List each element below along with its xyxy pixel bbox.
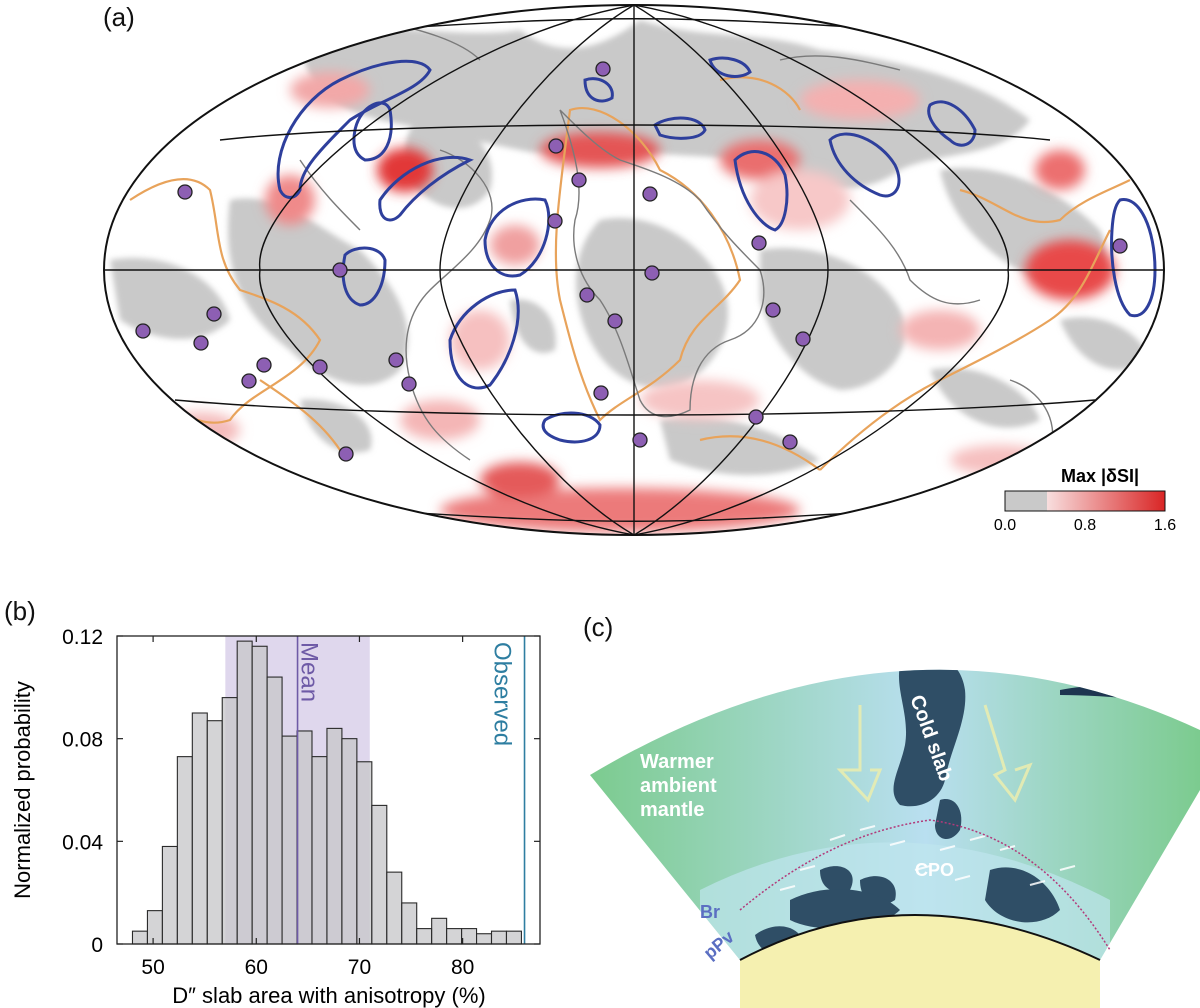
cold-slab xyxy=(893,669,966,807)
station-marker xyxy=(642,186,658,202)
y-tick-label: 0 xyxy=(91,934,103,957)
histogram-bar xyxy=(191,712,208,945)
station-marker xyxy=(751,235,767,251)
histogram-bar xyxy=(236,640,253,945)
station-marker xyxy=(177,184,193,200)
histogram-bar xyxy=(356,761,373,945)
y-tick-label: 0.08 xyxy=(62,729,103,752)
mantle-schematic: Cold slab Warmer ambient mantle CPO Br p… xyxy=(590,669,1200,1008)
station-marker xyxy=(312,359,328,375)
observed-annotation: Observed xyxy=(489,642,516,746)
station-marker xyxy=(765,302,781,318)
panel-c-label: (c) xyxy=(583,612,614,642)
colorbar-title: Max |δSI| xyxy=(1061,466,1139,486)
station-marker xyxy=(401,376,417,392)
mean-annotation: Mean xyxy=(296,642,323,702)
plot-frame xyxy=(116,635,541,945)
histogram-bar xyxy=(206,720,223,945)
histogram-bar xyxy=(176,756,193,945)
station-marker xyxy=(595,61,611,77)
y-tick-label: 0.04 xyxy=(62,831,103,854)
histogram-bar xyxy=(281,735,298,945)
histogram-bar xyxy=(221,697,238,945)
histogram-bar xyxy=(446,928,463,945)
histogram-bar xyxy=(326,727,343,945)
station-marker xyxy=(338,446,354,462)
cpo-fabric xyxy=(779,825,1076,891)
histogram-bar xyxy=(251,645,268,945)
station-marker xyxy=(332,262,348,278)
colorbar-tick: 0.8 xyxy=(1074,517,1096,534)
slab-blob xyxy=(985,867,1060,923)
histogram-bar xyxy=(296,730,313,945)
ambient-label-3: mantle xyxy=(640,799,704,821)
station-marker xyxy=(547,213,563,229)
cpo-label: CPO xyxy=(915,860,954,880)
station-marker xyxy=(241,373,257,389)
station-marker xyxy=(571,172,587,188)
station-marker xyxy=(795,331,811,347)
x-tick-label: 70 xyxy=(348,956,371,979)
x-axis-label: D″ slab area with anisotropy (%) xyxy=(172,983,485,1008)
flow-arrows xyxy=(836,704,1033,803)
station-marker xyxy=(632,432,648,448)
low-anisotropy-regions xyxy=(110,20,1150,475)
station-marker xyxy=(548,138,564,154)
station-marker xyxy=(388,352,404,368)
colorbar: Max |δSI| 0.0 0.8 1.6 xyxy=(994,466,1176,534)
ambient-label-1: Warmer xyxy=(640,751,714,773)
panel-b-label: (b) xyxy=(4,596,36,626)
station-marker xyxy=(748,409,764,425)
station-marker xyxy=(1112,238,1128,254)
station-marker xyxy=(782,434,798,450)
colorbar-tick: 0.0 xyxy=(994,517,1016,534)
x-tick-label: 60 xyxy=(245,956,268,979)
x-tick-label: 50 xyxy=(141,956,164,979)
histogram-bar xyxy=(266,676,283,945)
slab-blob xyxy=(935,799,962,840)
panel-a-label: (a) xyxy=(103,2,135,32)
histogram-bar xyxy=(371,804,388,945)
histogram-bar xyxy=(341,738,358,945)
station-marker xyxy=(256,357,272,373)
station-marker xyxy=(135,323,151,339)
histogram-bar xyxy=(386,871,403,945)
graticule xyxy=(104,5,1164,535)
histogram-bar xyxy=(131,930,148,945)
histogram-bar xyxy=(161,845,178,945)
station-marker xyxy=(644,265,660,281)
histogram-bar xyxy=(475,933,493,945)
llsvp-outlines xyxy=(129,76,1131,471)
histogram-bar xyxy=(490,930,508,945)
ambient-label-2: ambient xyxy=(640,775,717,797)
histogram-bar xyxy=(416,928,433,945)
station-marker xyxy=(206,306,222,322)
y-axis-label: Normalized probability xyxy=(10,681,35,899)
station-marker xyxy=(593,385,609,401)
station-marker xyxy=(193,335,209,351)
slab-outlines xyxy=(276,56,1157,444)
histogram-bar xyxy=(431,917,448,945)
y-tick-label: 0.12 xyxy=(62,626,103,649)
br-label: Br xyxy=(700,902,720,922)
histogram-bar xyxy=(461,928,478,945)
station-marker xyxy=(607,313,623,329)
histogram-bar xyxy=(505,930,522,945)
ppv-boundary xyxy=(739,819,1111,951)
core-mantle-boundary xyxy=(739,914,1101,961)
histogram-bar xyxy=(311,756,328,945)
x-tick-label: 80 xyxy=(451,956,474,979)
histogram-bar xyxy=(401,902,418,945)
core xyxy=(740,915,1100,1008)
anisotropy-map: Max |δSI| 0.0 0.8 1.6 xyxy=(103,4,1176,536)
slab-blob xyxy=(820,866,853,892)
station-markers xyxy=(135,61,1128,462)
histogram-chart: 50 60 70 80 0 0.04 0.08 0.12 Mean Observed D″ s… xyxy=(10,626,541,1008)
station-marker xyxy=(579,287,595,303)
colorbar-tick: 1.6 xyxy=(1154,517,1176,534)
histogram-bar xyxy=(146,910,163,945)
